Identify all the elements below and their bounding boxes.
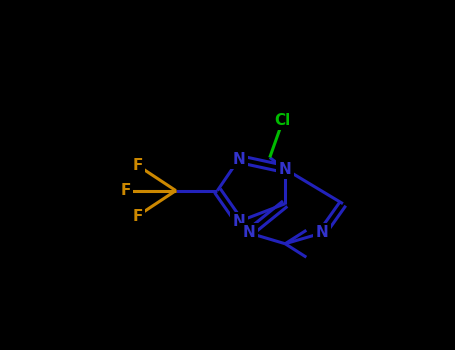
Text: F: F [132,209,142,224]
Text: F: F [132,158,142,173]
Text: N: N [243,225,255,240]
Text: N: N [233,152,245,167]
Text: N: N [316,225,329,240]
Text: Cl: Cl [275,113,291,128]
Text: N: N [279,162,292,176]
Text: F: F [121,183,131,198]
Text: N: N [233,214,245,229]
